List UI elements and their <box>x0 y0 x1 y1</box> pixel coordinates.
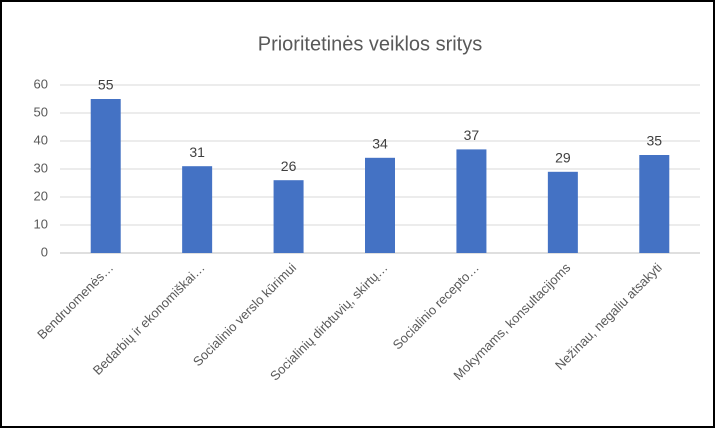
bar <box>639 155 670 253</box>
bar <box>456 149 487 253</box>
bar <box>90 99 121 253</box>
y-tick-label: 40 <box>34 132 48 147</box>
bar <box>547 171 578 253</box>
y-tick-label: 30 <box>34 160 48 175</box>
y-tick-label: 50 <box>34 104 48 119</box>
data-label: 29 <box>555 150 571 166</box>
data-label: 37 <box>464 127 480 143</box>
data-label: 35 <box>646 133 662 149</box>
y-tick-label: 10 <box>34 216 48 231</box>
y-tick-label: 20 <box>34 188 48 203</box>
data-label: 26 <box>281 158 297 174</box>
data-label: 34 <box>372 136 388 152</box>
chart-title: Prioritetinės veiklos sritys <box>258 33 483 55</box>
y-tick-label: 60 <box>34 76 48 91</box>
data-label: 55 <box>98 77 114 93</box>
bar <box>182 166 213 253</box>
bar <box>273 180 304 253</box>
bar <box>365 157 395 253</box>
data-label: 31 <box>189 144 205 160</box>
y-tick-label: 0 <box>41 244 48 259</box>
